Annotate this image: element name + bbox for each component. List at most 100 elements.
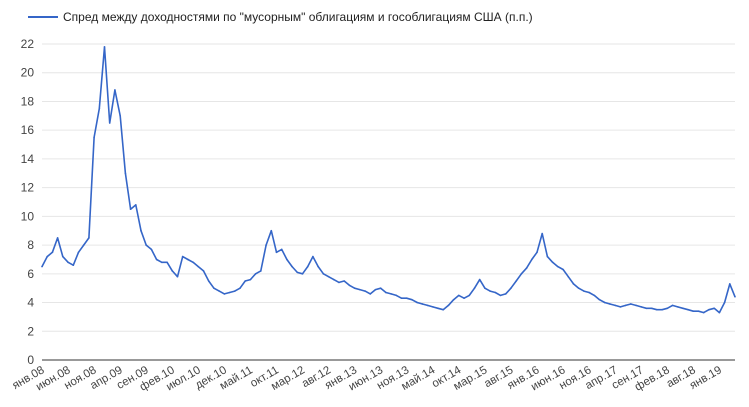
data-point <box>411 298 413 301</box>
data-point <box>676 306 679 308</box>
data-point <box>463 297 465 300</box>
data-point <box>515 280 517 282</box>
data-point <box>541 232 544 235</box>
data-point <box>364 290 366 292</box>
x-axis-ticks: янв.08июн.08ноя.08апр.09сен.09фев.10июл.… <box>10 364 723 394</box>
data-point <box>374 288 377 291</box>
data-point <box>270 229 273 232</box>
data-point <box>567 275 570 278</box>
data-point <box>239 287 241 289</box>
data-point <box>150 248 153 251</box>
legend-label: Спред между доходностями по "мусорным" о… <box>63 10 533 24</box>
data-point <box>562 268 564 271</box>
data-point <box>187 258 189 261</box>
data-point <box>327 275 330 278</box>
data-point <box>348 284 351 287</box>
data-point <box>114 89 116 91</box>
y-tick-label: 0 <box>27 353 34 367</box>
data-point <box>223 293 226 295</box>
data-point <box>155 258 158 261</box>
data-point <box>609 303 611 305</box>
data-point <box>72 264 75 267</box>
data-point <box>536 251 538 254</box>
data-point <box>176 275 179 278</box>
data-point <box>551 261 554 264</box>
data-point <box>124 172 127 175</box>
y-tick-label: 22 <box>21 37 35 51</box>
data-point <box>280 248 283 251</box>
y-tick-label: 6 <box>27 267 34 281</box>
data-point <box>181 255 184 258</box>
data-point <box>598 298 601 301</box>
y-tick-label: 10 <box>21 209 35 223</box>
data-point <box>702 311 705 314</box>
y-tick-label: 14 <box>21 152 35 166</box>
data-point <box>332 278 335 281</box>
data-point <box>265 244 267 246</box>
data-point <box>671 304 674 307</box>
data-point <box>56 237 59 239</box>
gridlines <box>42 43 735 332</box>
data-point <box>624 304 627 307</box>
data-point <box>286 258 288 261</box>
data-point <box>525 267 528 269</box>
data-point <box>682 307 684 310</box>
data-point <box>312 255 314 258</box>
data-point <box>171 270 174 272</box>
data-point <box>140 229 142 232</box>
data-point <box>530 258 533 261</box>
data-point <box>452 298 455 301</box>
data-point <box>343 280 346 282</box>
y-tick-label: 12 <box>21 181 35 195</box>
data-point <box>692 310 695 312</box>
data-point <box>458 294 460 297</box>
y-tick-label: 2 <box>27 324 34 338</box>
data-point <box>416 301 418 304</box>
data-point <box>437 307 439 310</box>
data-point <box>588 291 590 294</box>
y-tick-label: 4 <box>27 296 34 310</box>
data-point <box>233 290 236 292</box>
y-tick-label: 18 <box>21 94 35 108</box>
data-point <box>728 283 731 285</box>
data-point <box>421 303 424 305</box>
data-point <box>385 291 387 294</box>
data-point <box>192 261 194 264</box>
data-point <box>108 122 111 124</box>
data-point <box>77 251 80 254</box>
data-point <box>645 307 648 310</box>
data-point <box>306 265 309 268</box>
data-point <box>718 311 721 314</box>
data-point <box>98 107 101 110</box>
data-point <box>656 308 658 311</box>
data-point <box>489 290 491 292</box>
data-point <box>379 287 382 289</box>
data-point <box>697 310 700 312</box>
data-point <box>301 273 304 275</box>
data-point <box>546 255 549 258</box>
data-point <box>67 261 69 264</box>
data-point <box>629 303 632 305</box>
y-tick-label: 8 <box>27 238 34 252</box>
data-point <box>687 308 689 311</box>
data-point <box>447 304 450 307</box>
data-point <box>249 278 252 281</box>
data-point <box>650 307 653 310</box>
data-point <box>202 270 205 272</box>
data-point <box>583 290 585 292</box>
data-point <box>119 115 121 117</box>
data-point <box>359 288 361 291</box>
data-point <box>41 265 43 268</box>
data-point <box>46 255 49 258</box>
data-point <box>369 293 372 295</box>
data-point <box>51 251 54 254</box>
data-point <box>510 287 512 289</box>
data-point <box>619 306 622 308</box>
y-tick-label: 16 <box>21 123 35 137</box>
data-point <box>353 287 356 289</box>
data-point <box>614 304 616 307</box>
data-point <box>572 283 575 285</box>
data-point <box>713 307 715 310</box>
data-point <box>405 297 408 300</box>
